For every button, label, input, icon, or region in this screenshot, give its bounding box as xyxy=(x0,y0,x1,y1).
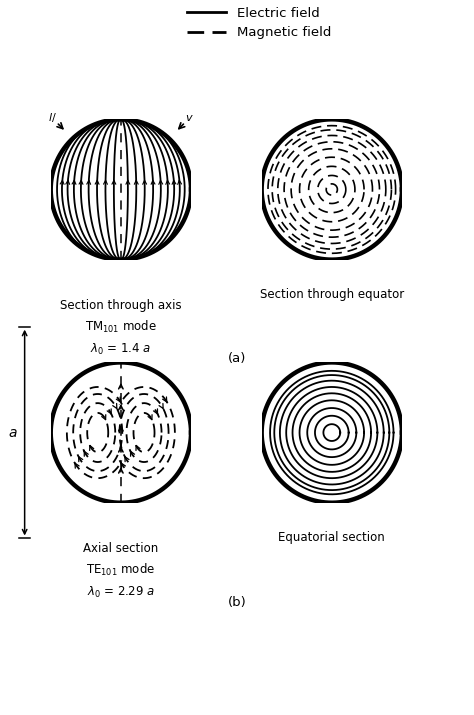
Legend: Electric field, Magnetic field: Electric field, Magnetic field xyxy=(187,6,331,39)
Text: $l/$: $l/$ xyxy=(48,112,56,124)
Text: $v$: $v$ xyxy=(185,113,194,123)
Text: Section through equator: Section through equator xyxy=(260,288,404,301)
Text: Axial section
TE$_{101}$ mode
$\lambda_0$ = 2.29 $a$: Axial section TE$_{101}$ mode $\lambda_0… xyxy=(83,542,158,600)
Text: (a): (a) xyxy=(228,352,246,365)
Text: Section through axis
TM$_{101}$ mode
$\lambda_0$ = 1.4 $a$: Section through axis TM$_{101}$ mode $\l… xyxy=(60,299,182,357)
Text: Equatorial section: Equatorial section xyxy=(278,531,385,544)
Text: $a$: $a$ xyxy=(8,425,18,440)
Text: (b): (b) xyxy=(228,596,246,608)
